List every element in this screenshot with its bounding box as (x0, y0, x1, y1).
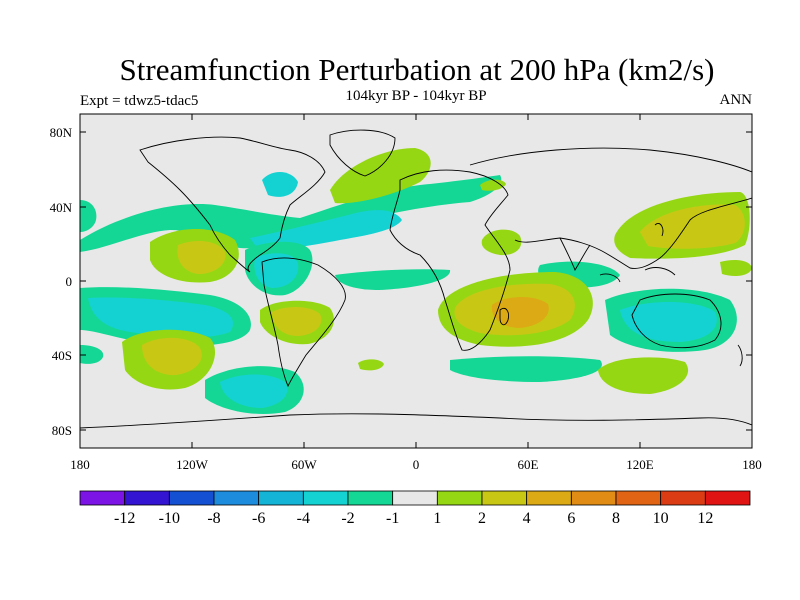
chart-subtitle: 104kyr BP - 104kyr BP (345, 88, 487, 104)
colorbar-swatch (436, 490, 483, 506)
colorbar-swatch (481, 490, 528, 506)
colorbar-swatch (124, 490, 170, 506)
colorbar-swatch (704, 490, 751, 506)
colorbar-swatch (526, 490, 572, 506)
negative-anomaly-region (254, 253, 299, 288)
positive-anomaly-region (358, 359, 384, 371)
coastline-north-america (139, 136, 326, 273)
colorbar-label: 2 (478, 510, 486, 527)
negative-anomaly-region (620, 301, 717, 342)
lat-tick-label: 40N (50, 200, 73, 215)
colorbar-swatch (258, 490, 304, 506)
coastline-greenland (329, 129, 396, 177)
negative-anomaly-region (80, 200, 97, 232)
colorbar-swatch (213, 490, 260, 506)
colorbar-swatch (660, 490, 706, 506)
lon-tick-label: 60E (518, 457, 539, 472)
longitude-axis: 180 120W 60W 0 60E 120E 180 (70, 114, 762, 472)
colorbar-swatch (570, 490, 617, 506)
colorbar-label: 6 (567, 510, 575, 527)
positive-anomaly-region (480, 179, 506, 191)
colorbar-swatch (392, 490, 438, 506)
negative-anomaly-region (88, 297, 233, 338)
positive-anomaly-region (640, 204, 745, 249)
colorbar-label: 4 (523, 510, 531, 527)
lon-tick-label: 180 (742, 457, 762, 472)
lon-tick-label: 60W (291, 457, 317, 472)
colorbar-label: 1 (433, 510, 441, 527)
lon-tick-label: 180 (70, 457, 90, 472)
colorbar-swatch (79, 490, 126, 506)
positive-anomaly-region (491, 296, 549, 328)
lat-tick-label: 0 (66, 274, 73, 289)
coastline-antarctica (80, 413, 752, 429)
lon-tick-label: 120E (626, 457, 654, 472)
coastlines (80, 129, 752, 429)
coastline-europe-africa (389, 169, 511, 351)
coastline-australia (631, 293, 722, 349)
negative-anomaly-region (450, 356, 602, 382)
colorbar-label: 10 (653, 510, 669, 527)
positive-anomaly-region (142, 337, 202, 376)
positive-anomaly-region (481, 229, 522, 256)
positive-anomaly-region (330, 148, 431, 204)
coastline-new-zealand (737, 344, 743, 367)
negative-anomaly-region (250, 210, 402, 252)
positive-anomaly-region (272, 306, 322, 336)
negative-anomaly-region (80, 345, 104, 364)
colorbar: -12 -10 -8 -6 -4 -2 -1 1 2 4 6 8 10 12 (79, 490, 751, 527)
latitude-axis: 80N 40N 0 40S 80S (50, 125, 752, 438)
positive-anomaly-region (177, 240, 226, 274)
colorbar-label: -4 (297, 510, 310, 527)
lon-tick-label: 120W (176, 457, 209, 472)
colorbar-swatch (347, 490, 394, 506)
lat-tick-label: 40S (52, 348, 72, 363)
lon-tick-label: 0 (413, 457, 420, 472)
colorbar-label: -10 (159, 510, 180, 527)
colorbar-label: -12 (114, 510, 135, 527)
colorbar-swatch (615, 490, 662, 506)
colorbar-label: -8 (207, 510, 220, 527)
negative-anomaly-region (335, 269, 451, 290)
lat-tick-label: 80S (52, 423, 72, 438)
negative-anomaly-region (80, 175, 502, 252)
colorbar-label: -6 (252, 510, 265, 527)
coastline-india (559, 237, 591, 272)
coastline-south-america (261, 257, 346, 388)
chart-title: Streamfunction Perturbation at 200 hPa (… (119, 52, 715, 87)
season-label: ANN (719, 92, 753, 108)
negative-anomaly-region (220, 374, 288, 408)
contour-fill-layer (80, 148, 752, 415)
colorbar-label: 8 (612, 510, 620, 527)
coastline-madagascar (499, 307, 509, 326)
colorbar-label: -2 (341, 510, 354, 527)
colorbar-label: 12 (697, 510, 713, 527)
positive-anomaly-region (598, 357, 689, 394)
negative-anomaly-region (262, 171, 298, 197)
colorbar-swatch (302, 490, 349, 506)
experiment-label: Expt = tdwz5-tdac5 (80, 93, 199, 109)
coastline-islands (599, 223, 676, 283)
positive-anomaly-region (720, 260, 752, 276)
colorbar-swatch (168, 490, 215, 506)
colorbar-label: -1 (386, 510, 399, 527)
lat-tick-label: 80N (50, 125, 73, 140)
